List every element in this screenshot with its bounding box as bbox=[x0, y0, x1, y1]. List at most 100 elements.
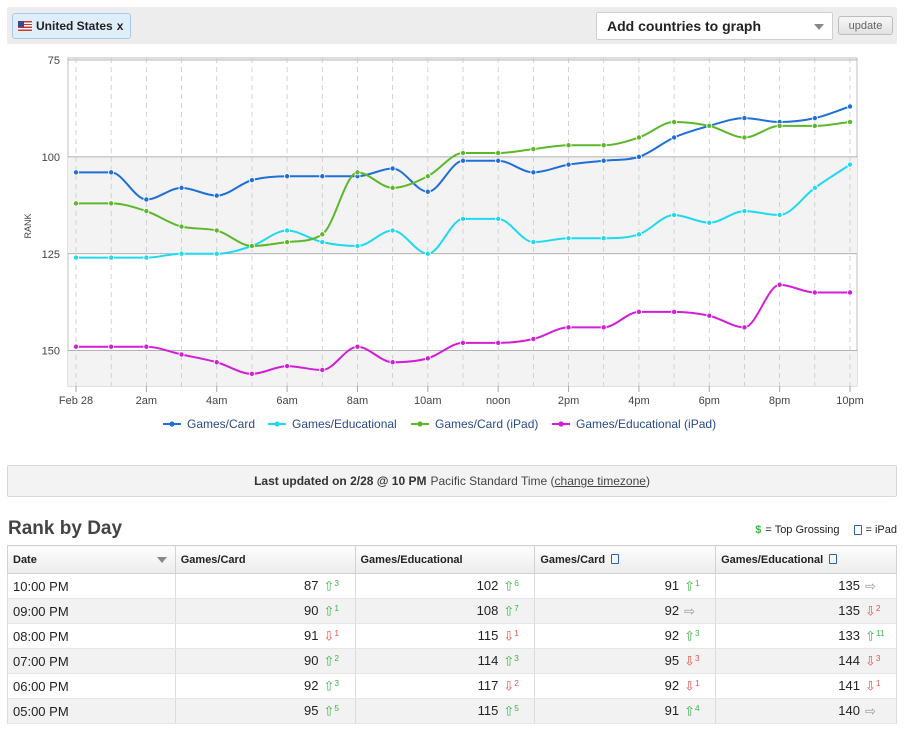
rank-change-up: ⇧7 bbox=[503, 603, 529, 619]
rank-cell: 141 ⇩1 bbox=[715, 673, 897, 699]
rank-value: 95 bbox=[304, 703, 319, 719]
rank-cell: 91 ⇧1 bbox=[534, 573, 717, 599]
data-point bbox=[495, 339, 502, 346]
data-point bbox=[424, 355, 431, 362]
table-row: 07:00 PM 90 ⇧2 114 ⇧3 95 ⇩3 144 ⇩3 bbox=[7, 648, 897, 674]
data-point bbox=[847, 103, 854, 110]
timezone-close: ) bbox=[645, 474, 650, 488]
data-point bbox=[706, 312, 713, 319]
data-point bbox=[213, 250, 220, 257]
rank-by-day-table: Date Games/Card Games/Educational Games/… bbox=[7, 545, 897, 724]
plot-band bbox=[68, 350, 857, 386]
arrow-up-icon: ⇧ bbox=[684, 628, 696, 644]
rank-cell: 92 ⇨ bbox=[534, 598, 717, 624]
arrow-down-icon: ⇩ bbox=[323, 628, 335, 644]
arrow-up-icon: ⇧ bbox=[503, 603, 515, 619]
data-point bbox=[178, 351, 185, 358]
column-header-games-educational[interactable]: Games/Educational bbox=[354, 545, 536, 574]
column-header-games-educational-ipad[interactable]: Games/Educational bbox=[715, 545, 897, 574]
data-point bbox=[671, 211, 678, 218]
data-point bbox=[811, 289, 818, 296]
column-header-games-card[interactable]: Games/Card bbox=[174, 545, 356, 574]
rank-value: 92 bbox=[304, 678, 319, 694]
data-point bbox=[565, 161, 572, 168]
data-point bbox=[741, 134, 748, 141]
legend-entry: Games/Educational (iPad) bbox=[576, 417, 716, 431]
data-point bbox=[284, 363, 291, 370]
data-point bbox=[108, 343, 115, 350]
rank-cell: 90 ⇧1 bbox=[174, 598, 356, 624]
remove-country-icon[interactable]: x bbox=[116, 19, 124, 33]
data-point bbox=[811, 115, 818, 122]
data-point bbox=[178, 223, 185, 230]
arrow-up-icon: ⇧ bbox=[323, 603, 335, 619]
top-toolbar: United States x Add countries to graph u… bbox=[7, 7, 897, 44]
data-point bbox=[495, 157, 502, 164]
y-tick-label: 75 bbox=[48, 55, 60, 67]
data-point bbox=[459, 157, 466, 164]
data-point bbox=[108, 169, 115, 176]
column-header-games-card-ipad[interactable]: Games/Card bbox=[534, 545, 717, 574]
plot-band bbox=[68, 156, 857, 254]
rank-change-amount: 7 bbox=[514, 602, 519, 613]
rank-value: 117 bbox=[477, 678, 499, 694]
rank-change-amount: 2 bbox=[514, 677, 519, 688]
rank-change-amount: 1 bbox=[875, 677, 881, 688]
rank-cell: 102 ⇧6 bbox=[354, 573, 536, 599]
rank-change-down: ⇩2 bbox=[503, 678, 529, 694]
arrow-right-icon: ⇨ bbox=[865, 578, 876, 594]
country-chip-united-states[interactable]: United States x bbox=[12, 13, 132, 39]
arrow-up-icon: ⇧ bbox=[323, 653, 335, 669]
update-button[interactable]: update bbox=[838, 16, 893, 35]
row-date: 05:00 PM bbox=[7, 698, 176, 724]
arrow-up-icon: ⇧ bbox=[323, 678, 335, 694]
change-timezone-link[interactable]: change timezone bbox=[554, 474, 646, 488]
data-point bbox=[424, 173, 431, 180]
rank-cell: 92 ⇧3 bbox=[174, 673, 356, 699]
data-point bbox=[600, 324, 607, 331]
data-point bbox=[389, 227, 396, 234]
last-updated-text: Last updated on 2/28 @ 10 PM bbox=[254, 474, 427, 488]
ipad-icon bbox=[611, 553, 620, 564]
rank-change-amount: 3 bbox=[695, 652, 700, 663]
rank-value: 91 bbox=[664, 578, 680, 594]
add-countries-select[interactable]: Add countries to graph bbox=[596, 12, 833, 40]
row-date: 06:00 PM bbox=[7, 673, 176, 699]
data-point bbox=[635, 153, 642, 160]
last-updated-bar: Last updated on 2/28 @ 10 PM Pacific Sta… bbox=[7, 465, 897, 497]
rank-change-amount: 1 bbox=[514, 627, 519, 638]
column-header-date[interactable]: Date bbox=[7, 545, 176, 574]
arrow-up-icon: ⇧ bbox=[503, 578, 515, 594]
data-point bbox=[248, 370, 255, 377]
table-row: 09:00 PM 90 ⇧1 108 ⇧7 92 ⇨ 135 ⇩2 bbox=[7, 598, 897, 624]
us-flag-icon bbox=[18, 21, 32, 31]
table-row: 06:00 PM 92 ⇧3 117 ⇩2 92 ⇩1 141 ⇩1 bbox=[7, 673, 897, 699]
data-point bbox=[565, 142, 572, 149]
sort-chevron-down-icon[interactable] bbox=[156, 557, 167, 563]
rank-change-amount: 4 bbox=[695, 702, 700, 713]
rank-value: 91 bbox=[664, 703, 680, 719]
rank-value: 133 bbox=[838, 628, 860, 644]
data-point bbox=[354, 343, 361, 350]
data-point bbox=[741, 115, 748, 122]
x-tick-label: 6am bbox=[276, 395, 297, 407]
data-point bbox=[530, 146, 537, 153]
data-point bbox=[530, 169, 537, 176]
rank-value: 108 bbox=[476, 603, 499, 619]
arrow-up-icon: ⇧ bbox=[684, 703, 696, 719]
rank-change-amount: 1 bbox=[695, 677, 700, 688]
data-point bbox=[671, 119, 678, 126]
x-tick-label: 8pm bbox=[769, 395, 790, 407]
rank-value: 87 bbox=[304, 578, 319, 594]
data-point bbox=[706, 122, 713, 129]
top-grossing-symbol: $ bbox=[755, 524, 762, 536]
rank-change-amount: 1 bbox=[334, 627, 340, 638]
arrow-up-icon: ⇧ bbox=[323, 578, 335, 594]
country-chip-label: United States bbox=[36, 19, 113, 33]
rank-change-down: ⇩1 bbox=[503, 628, 529, 644]
rank-change-amount: 5 bbox=[514, 702, 519, 713]
rank-cell: 95 ⇩3 bbox=[534, 648, 717, 674]
rank-cell: 144 ⇩3 bbox=[715, 648, 897, 674]
data-point bbox=[354, 169, 361, 176]
arrow-up-icon: ⇧ bbox=[684, 578, 696, 594]
